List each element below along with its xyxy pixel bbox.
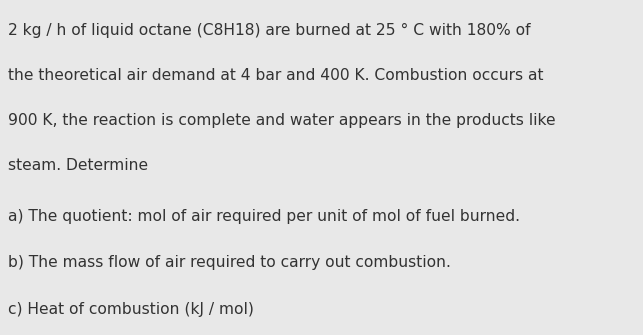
Text: steam. Determine: steam. Determine [8,158,148,173]
Text: 900 K, the reaction is complete and water appears in the products like: 900 K, the reaction is complete and wate… [8,113,556,128]
Text: the theoretical air demand at 4 bar and 400 K. Combustion occurs at: the theoretical air demand at 4 bar and … [8,68,543,83]
Text: c) Heat of combustion (kJ / mol): c) Heat of combustion (kJ / mol) [8,303,253,317]
Text: a) The quotient: mol of air required per unit of mol of fuel burned.: a) The quotient: mol of air required per… [8,209,520,223]
Text: b) The mass flow of air required to carry out combustion.: b) The mass flow of air required to carr… [8,256,451,270]
Text: 2 kg / h of liquid octane (C8H18) are burned at 25 ° C with 180% of: 2 kg / h of liquid octane (C8H18) are bu… [8,23,530,38]
